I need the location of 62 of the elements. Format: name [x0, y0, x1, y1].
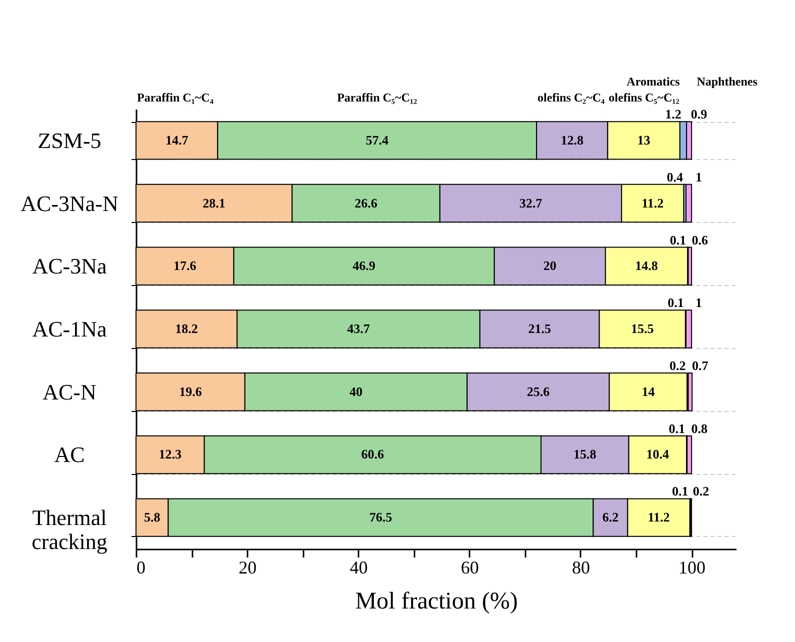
data-label: 0.6 [692, 232, 709, 248]
series-label: olefins C₂~C₄ [538, 90, 606, 105]
data-label: 0.1 [668, 420, 685, 436]
data-label: 0.1 [670, 232, 686, 248]
data-label: 76.5 [369, 510, 393, 525]
data-label: 1 [696, 295, 702, 310]
data-label: 17.6 [174, 258, 197, 274]
data-label: 19.6 [179, 384, 202, 399]
data-label: 46.9 [352, 258, 376, 274]
data-label: 11.2 [642, 195, 664, 210]
data-label: 15.5 [631, 321, 654, 336]
data-label: 12.8 [560, 132, 584, 148]
data-label: 5.8 [144, 510, 161, 525]
data-label: 15.8 [574, 446, 597, 462]
y-tick-label: Thermal cracking [32, 505, 108, 554]
y-tick-label: AC-3Na-N [20, 190, 118, 216]
data-label: 25.6 [526, 384, 550, 399]
data-label: 14 [642, 384, 656, 399]
x-axis-title: Mol fraction (%) [355, 588, 518, 614]
data-label: 18.2 [175, 321, 198, 336]
y-tick-label: AC-3Na [32, 254, 107, 279]
text: Naphthenes [696, 74, 758, 89]
y-tick-label: AC-1Na [32, 316, 107, 342]
data-label: 13 [637, 132, 651, 148]
data-label: 28.1 [202, 195, 226, 210]
data-label: 10.4 [646, 446, 670, 462]
data-label: 0.1 [672, 484, 688, 499]
y-tick-label: AC-N [42, 379, 96, 404]
data-label: 0.9 [690, 106, 708, 122]
data-label: 0.1 [668, 295, 684, 310]
data-label: 0.2 [692, 484, 710, 499]
data-label: 14.8 [635, 258, 658, 274]
text: Aromatics [626, 74, 680, 89]
x-tick-label: 60 [460, 558, 479, 578]
data-label: 57.4 [366, 132, 389, 148]
x-tick-label: 40 [350, 558, 368, 578]
data-label: 32.7 [519, 195, 543, 210]
data-label: 0.2 [670, 358, 686, 373]
data-label: 60.6 [361, 446, 385, 462]
x-tick-label: 100 [678, 558, 706, 578]
x-tick-label: 0 [136, 558, 146, 578]
x-tick-label: 20 [238, 558, 257, 578]
data-label: 14.7 [165, 132, 189, 148]
data-label: 43.7 [347, 321, 370, 336]
y-tick-label: ZSM-5 [38, 128, 102, 153]
x-tick-label: 80 [572, 558, 590, 578]
data-label: 11.2 [648, 510, 670, 525]
data-label: 20 [543, 258, 556, 274]
y-tick-label: AC [54, 442, 85, 468]
data-label: 0.4 [666, 169, 684, 184]
data-label: 1.2 [665, 106, 682, 122]
data-label: 26.6 [354, 195, 378, 210]
data-label: 0.8 [691, 420, 708, 436]
series-label: olefins C₅~C₁₂ [608, 90, 680, 105]
data-label: 21.5 [528, 321, 552, 336]
data-label: 40 [350, 384, 362, 399]
series-label: Paraffin C₁~C₄ [137, 90, 214, 105]
data-label: 1 [696, 169, 702, 184]
data-label: 6.2 [602, 510, 619, 525]
data-label: 12.3 [158, 446, 182, 462]
data-label: 0.7 [692, 358, 709, 373]
series-label: Paraffin C₅~C₁₂ [337, 90, 418, 105]
